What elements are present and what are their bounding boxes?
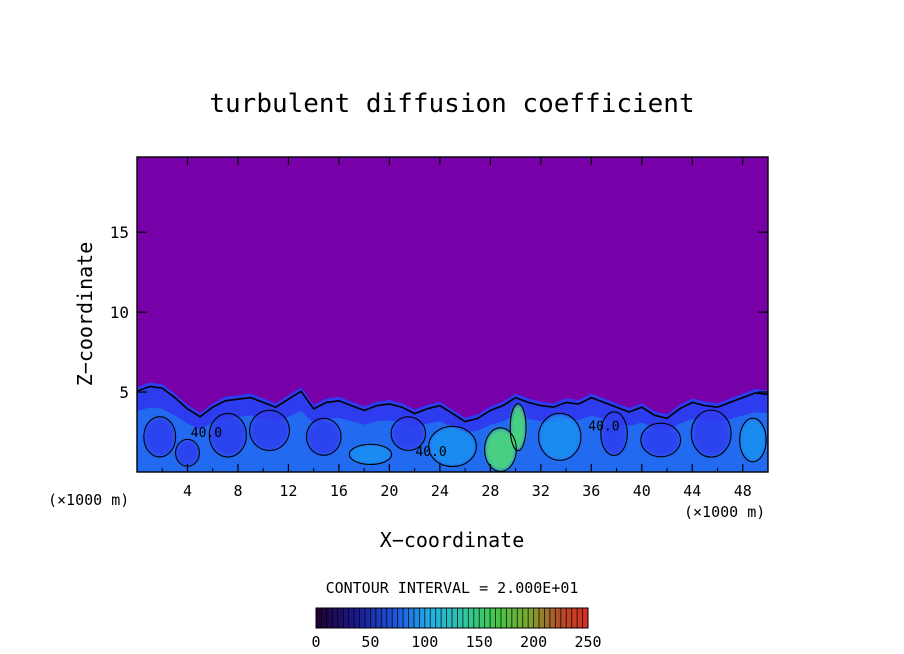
colorbar: 0 50 100 150 200 250 <box>311 607 602 651</box>
eddy-14 <box>740 419 766 461</box>
contour-lines <box>137 385 768 472</box>
eddy-contour-13 <box>690 409 732 458</box>
eddy-4 <box>307 419 341 455</box>
colorbar-tick-label-1: 50 <box>361 633 379 651</box>
x-tick-label-6: 28 <box>481 482 499 500</box>
x-tick-label-5: 24 <box>431 482 449 500</box>
x-tick-label-0: 4 <box>183 482 192 500</box>
x-tick-label-8: 36 <box>582 482 600 500</box>
eddy-2 <box>210 414 246 457</box>
plot-frame <box>136 156 769 473</box>
eddy-9 <box>510 404 526 450</box>
x-tick-label-9: 40 <box>633 482 651 500</box>
x-tick-label-4: 20 <box>380 482 398 500</box>
eddy-1 <box>176 440 199 466</box>
x-unit-left: (×1000 m) <box>48 491 129 509</box>
chart-title: turbulent diffusion coefficient <box>209 89 694 119</box>
colorbar-tick-label-0: 0 <box>311 633 320 651</box>
y-tick-label-1: 10 <box>110 303 129 322</box>
colorbar-tick-label-3: 150 <box>466 633 493 651</box>
eddy-5 <box>350 444 391 465</box>
y-tick-label-0: 5 <box>119 383 129 402</box>
eddy-contour-11 <box>600 411 628 457</box>
x-tick-label-11: 48 <box>734 482 752 500</box>
eddy-6 <box>391 417 425 450</box>
colorbar-frame <box>315 607 589 629</box>
eddy-contour-4 <box>305 417 342 456</box>
eddy-12 <box>641 424 680 457</box>
colorbar-tick-label-5: 250 <box>574 633 601 651</box>
eddy-contour-5 <box>348 443 393 466</box>
x-tick-label-1: 8 <box>233 482 242 500</box>
eddy-contour-6 <box>390 416 427 451</box>
eddy-contour-3 <box>249 409 290 452</box>
eddy-13 <box>692 411 731 457</box>
contour-label-2: 40.0 <box>588 419 619 434</box>
eddy-11 <box>601 412 627 455</box>
eddy-3 <box>250 411 289 450</box>
eddy-contour-7 <box>428 425 477 468</box>
eddy-7 <box>429 427 476 466</box>
contour-label-0: 40.0 <box>191 426 222 441</box>
eddy-contour-2 <box>208 412 247 458</box>
contour-labels: 40.0 40.0 40.0 <box>191 419 620 460</box>
y-axis-label: Z−coordinate <box>73 242 97 387</box>
colorbar-tick-label-4: 200 <box>520 633 547 651</box>
eddy-contour-12 <box>640 422 682 458</box>
x-tick-label-7: 32 <box>532 482 550 500</box>
contour-label-1: 40.0 <box>415 445 446 460</box>
x-axis-ticks: 4 8 12 16 20 24 28 32 36 40 44 48 <box>161 157 752 500</box>
eddy-10 <box>539 414 580 460</box>
colorbar-ticks: 0 50 100 150 200 250 <box>311 633 601 651</box>
eddy-contour-10 <box>538 412 582 461</box>
x-unit-right: (×1000 m) <box>684 503 765 521</box>
y-tick-label-2: 15 <box>110 223 129 242</box>
x-axis-label: X−coordinate <box>380 528 525 552</box>
y-axis-ticks: 5 10 15 <box>110 223 768 402</box>
eddy-8 <box>485 428 516 471</box>
colorbar-tick-label-2: 100 <box>411 633 438 651</box>
x-tick-label-2: 12 <box>279 482 297 500</box>
eddy-contour-0 <box>143 416 177 458</box>
eddy-0 <box>144 417 175 457</box>
eddy-contour-14 <box>739 417 767 463</box>
contour-line-boundary <box>137 385 768 423</box>
x-tick-label-10: 44 <box>683 482 701 500</box>
plot-area: 40.0 40.0 40.0 <box>137 157 768 472</box>
eddy-contour-9 <box>509 403 527 452</box>
x-tick-label-3: 16 <box>330 482 348 500</box>
colorbar-contour-lines <box>320 608 584 628</box>
contour-interval: CONTOUR INTERVAL = 2.000E+01 <box>326 579 579 597</box>
eddy-layer <box>144 404 766 471</box>
